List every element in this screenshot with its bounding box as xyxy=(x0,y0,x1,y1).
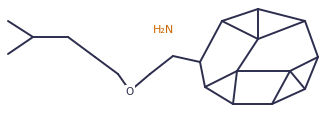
Text: O: O xyxy=(126,86,134,96)
Text: H₂N: H₂N xyxy=(152,25,174,35)
